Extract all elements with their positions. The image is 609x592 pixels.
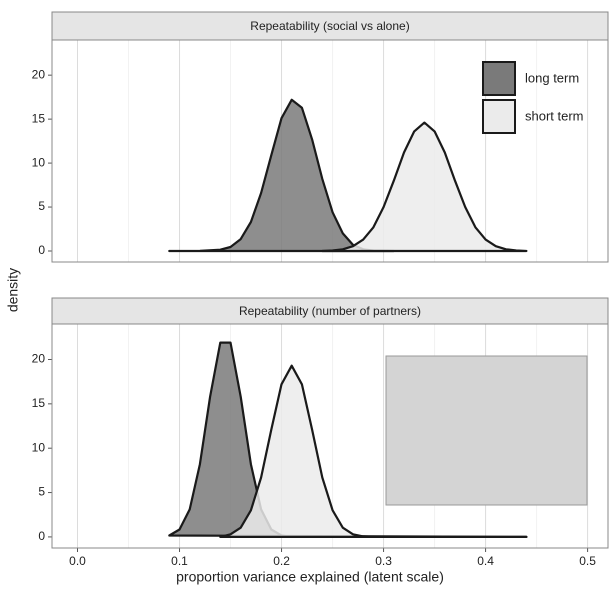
y-tick-label: 10 xyxy=(32,155,46,169)
y-axis-label: density xyxy=(5,268,21,312)
facet-strip xyxy=(51,297,609,325)
legend-label: long term xyxy=(525,70,579,85)
facet-title: Repeatability (number of partners) xyxy=(239,304,421,318)
y-tick-label: 5 xyxy=(38,485,45,499)
legend-label: short term xyxy=(525,108,584,123)
y-tick-label: 20 xyxy=(32,352,46,366)
y-tick-label: 5 xyxy=(38,199,45,213)
x-tick-label: 0.1 xyxy=(171,554,188,568)
x-axis-label: proportion variance explained (latent sc… xyxy=(176,569,444,585)
x-tick-label: 0.3 xyxy=(375,554,392,568)
density-curve xyxy=(321,121,528,253)
facet-title: Repeatability (social vs alone) xyxy=(250,19,409,33)
x-tick-label: 0.5 xyxy=(579,554,596,568)
y-tick-label: 20 xyxy=(32,67,46,81)
legend-swatch xyxy=(482,99,516,134)
y-tick-label: 0 xyxy=(38,243,45,257)
monkey-photo xyxy=(385,355,588,506)
y-tick-label: 15 xyxy=(32,396,46,410)
x-tick-label: 0.0 xyxy=(69,554,86,568)
y-tick-label: 15 xyxy=(32,111,46,125)
density-curve xyxy=(219,364,528,538)
facet-strip xyxy=(51,11,609,41)
x-tick-label: 0.4 xyxy=(477,554,494,568)
x-tick-label: 0.2 xyxy=(273,554,290,568)
y-tick-label: 10 xyxy=(32,440,46,454)
y-tick-label: 0 xyxy=(38,529,45,543)
legend-swatch xyxy=(482,61,516,96)
